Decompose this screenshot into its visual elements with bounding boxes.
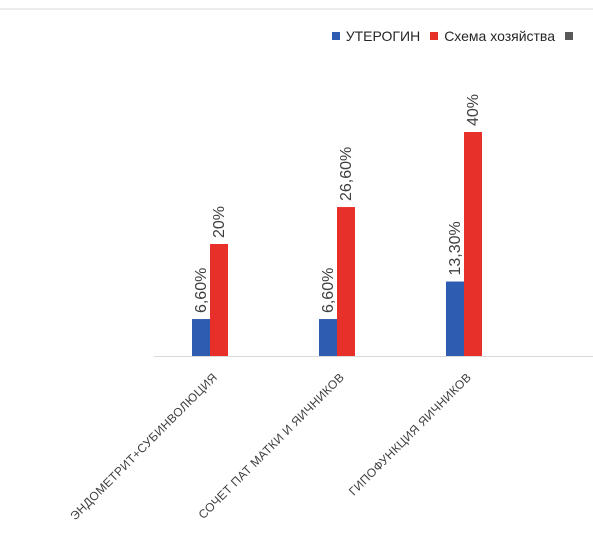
legend-label-series-2: Схема хозяйства [444,28,555,44]
category-label-2: СОЧЕТ ПАТ МАТКИ И ЯИЧНИКОВ [196,370,348,522]
legend-item-series-3 [565,32,579,40]
data-label-2-3: 40% [465,94,482,126]
bar-2-2 [337,207,355,356]
bar-1-1 [192,319,210,356]
labels-group: 6,60% 20% ЭНДОМЕТРИТ+СУБИНВОЛЮЦИЯ 6,60% 26,6… [67,94,482,523]
data-label-1-3: 13,30% [447,221,464,275]
bars-group [192,132,482,356]
legend: УТЕРОГИН Схема хозяйства [322,28,579,44]
legend-item-series-1: УТЕРОГИН [331,28,421,44]
bar-2-3 [464,132,482,356]
legend-item-series-2: Схема хозяйства [430,28,555,44]
data-label-2-2: 26,60% [338,147,355,201]
data-label-1-2: 6,60% [320,268,337,313]
bar-1-2 [319,319,337,356]
bar-1-3 [446,281,464,356]
legend-label-series-1: УТЕРОГИН [345,28,421,44]
legend-swatch-series-1 [331,32,340,40]
data-label-2-1: 20% [211,206,228,238]
category-label-1: ЭНДОМЕТРИТ+СУБИНВОЛЮЦИЯ [67,370,220,523]
legend-swatch-series-3 [565,32,573,40]
category-label-3: ГИПОФУНКЦИЯ ЯИЧНИКОВ [346,370,474,498]
bar-2-1 [210,244,228,356]
legend-swatch-series-2 [430,32,439,40]
data-label-1-1: 6,60% [193,268,210,313]
